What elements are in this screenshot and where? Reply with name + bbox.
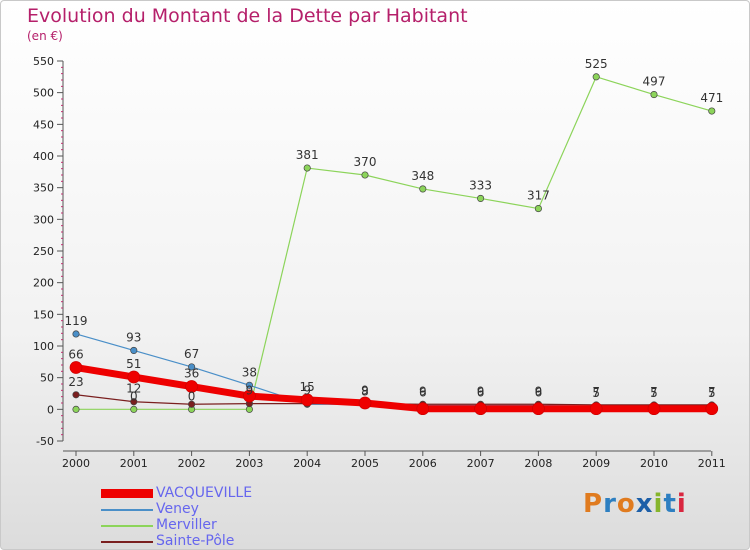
y-tick-label: 250 (33, 245, 54, 258)
x-tick-label: 2011 (698, 457, 726, 470)
y-tick-label: 450 (33, 118, 54, 131)
data-point-veney (131, 347, 137, 353)
x-tick-label: 2009 (582, 457, 610, 470)
data-label: 5 (592, 386, 600, 400)
legend-label: Merviller (156, 517, 217, 533)
data-label-veney: 93 (126, 330, 141, 344)
data-label: 6 (419, 386, 427, 400)
y-tick-label: 550 (33, 55, 54, 68)
x-tick-label: 2005 (351, 457, 379, 470)
data-label: 6 (477, 386, 485, 400)
legend-label: Sainte-Pôle (156, 533, 234, 549)
data-point-merviller (651, 91, 657, 97)
legend-swatch (101, 509, 153, 511)
data-label-sainte-p-le: 12 (126, 382, 141, 396)
logo-letter: t (663, 489, 676, 519)
data-label-merviller: 317 (527, 189, 550, 203)
data-label: 8 (361, 384, 369, 398)
data-point-merviller (535, 205, 541, 211)
data-label-merviller: 471 (700, 91, 723, 105)
data-label-merviller: 497 (643, 75, 666, 89)
y-tick-label: 350 (33, 182, 54, 195)
y-tick-label: 300 (33, 213, 54, 226)
data-label: 5 (708, 386, 716, 400)
data-point-merviller (593, 74, 599, 80)
data-label-merviller: 0 (188, 389, 196, 403)
data-label-merviller: 381 (296, 148, 319, 162)
data-point-merviller (420, 186, 426, 192)
data-point-merviller (477, 195, 483, 201)
x-tick-label: 2007 (467, 457, 495, 470)
x-tick-label: 2010 (640, 457, 668, 470)
x-tick-label: 2001 (120, 457, 148, 470)
data-label-merviller: 333 (469, 178, 492, 192)
proxiti-logo: Proxiti (583, 489, 687, 519)
y-tick-label: 400 (33, 150, 54, 163)
series-line-vacqueville (76, 368, 712, 409)
data-point-vacqueville (590, 403, 602, 415)
y-tick-label: -50 (36, 435, 54, 448)
data-label: 5 (650, 386, 658, 400)
y-tick-label: 200 (33, 277, 54, 290)
data-label-merviller: 370 (354, 155, 377, 169)
data-point-vacqueville (70, 362, 82, 374)
data-point-vacqueville (532, 403, 544, 415)
logo-letter: P (583, 489, 603, 519)
data-point-merviller (131, 406, 137, 412)
series-line-veney (76, 334, 712, 406)
logo-letter: i (654, 489, 664, 519)
data-point-sainte-p-le (73, 392, 79, 398)
x-tick-label: 2002 (178, 457, 206, 470)
x-tick-label: 2006 (409, 457, 437, 470)
y-tick-label: 0 (47, 403, 54, 416)
data-label-vacqueville: 36 (184, 367, 199, 381)
logo-letter: x (636, 489, 654, 519)
data-label-veney: 119 (65, 314, 88, 328)
logo-letter: i (677, 489, 687, 519)
legend-swatch (101, 489, 153, 498)
data-point-vacqueville (475, 403, 487, 415)
x-tick-label: 2008 (524, 457, 552, 470)
data-point-merviller (73, 406, 79, 412)
data-label-vacqueville: 66 (68, 348, 83, 362)
data-label-sainte-p-le: 9 (246, 384, 254, 398)
x-tick-label: 2004 (293, 457, 321, 470)
data-point-vacqueville (417, 403, 429, 415)
data-point-vacqueville (359, 397, 371, 409)
data-label-veney: 38 (242, 365, 257, 379)
y-tick-label: 500 (33, 87, 54, 100)
data-point-merviller (304, 165, 310, 171)
data-label: 15 (300, 380, 315, 394)
y-tick-label: 50 (40, 372, 54, 385)
legend-label: Veney (156, 501, 199, 517)
data-label-veney: 67 (184, 347, 199, 361)
data-label-vacqueville: 51 (126, 357, 141, 371)
data-label-merviller: 348 (411, 169, 434, 183)
logo-letter: r (603, 489, 617, 519)
logo-letter: o (617, 489, 636, 519)
series-line-merviller (76, 77, 712, 410)
y-tick-label: 100 (33, 340, 54, 353)
data-point-vacqueville (648, 403, 660, 415)
y-tick-label: 150 (33, 308, 54, 321)
x-tick-label: 2000 (62, 457, 90, 470)
x-tick-label: 2003 (235, 457, 263, 470)
legend-label: VACQUEVILLE (156, 485, 252, 501)
data-point-merviller (362, 172, 368, 178)
data-label: 6 (535, 386, 543, 400)
legend-swatch (101, 541, 153, 543)
data-point-vacqueville (706, 403, 718, 415)
data-label-merviller: 525 (585, 57, 608, 71)
data-label-sainte-p-le: 23 (68, 375, 83, 389)
legend-swatch (101, 525, 153, 527)
data-point-merviller (709, 108, 715, 114)
data-point-veney (73, 331, 79, 337)
